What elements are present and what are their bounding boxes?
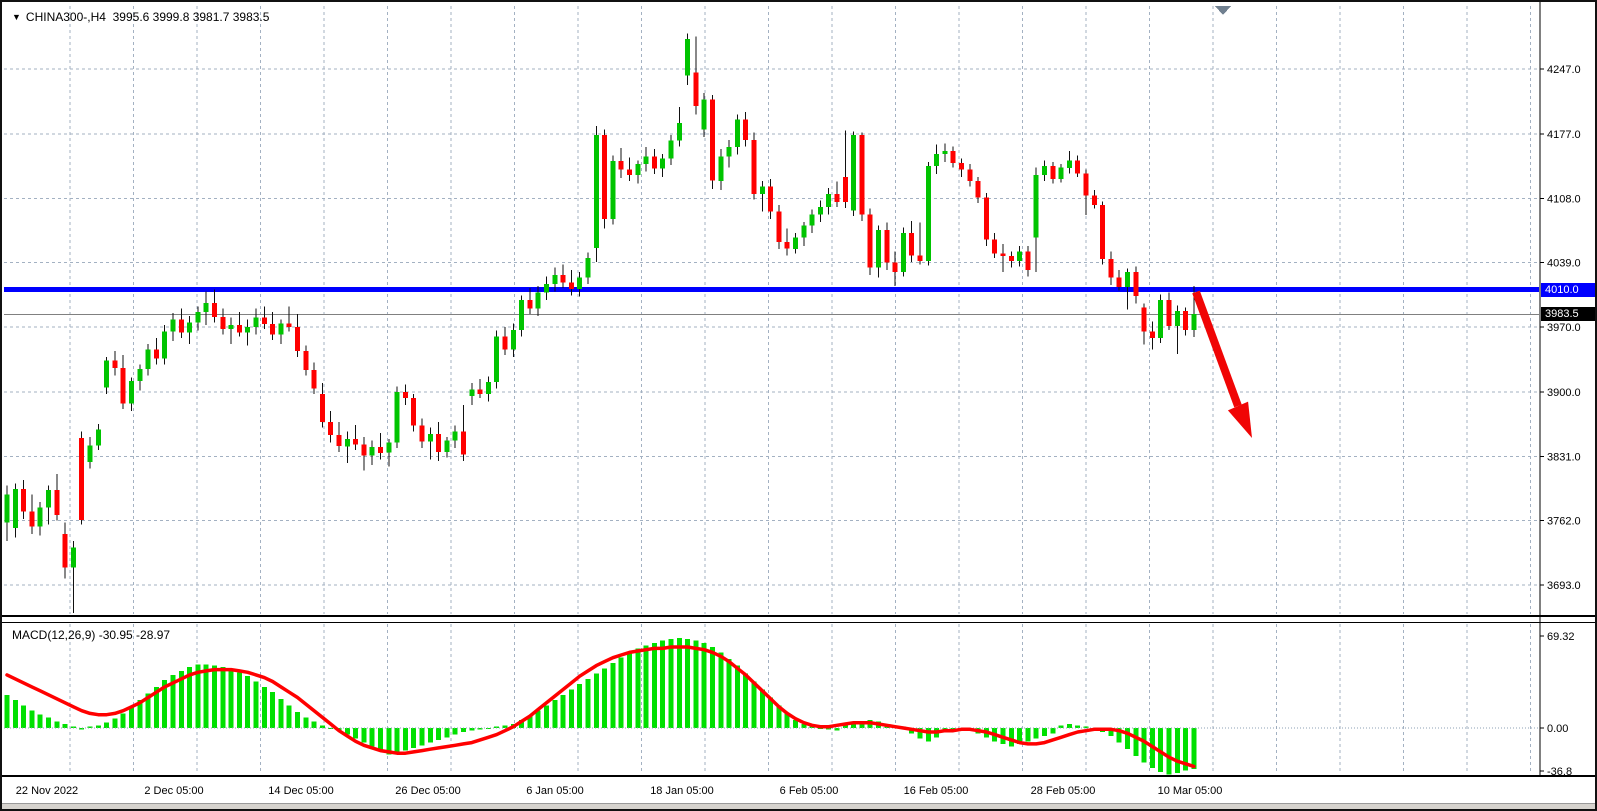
candles — [4, 33, 1197, 613]
macd-panel — [4, 637, 1539, 775]
price-axis-label: 4039.0 — [1547, 258, 1581, 270]
price-axis-label: 4108.0 — [1547, 194, 1581, 206]
time-axis-label: 6 Feb 05:00 — [780, 785, 839, 797]
time-axis-label: 2 Dec 05:00 — [144, 785, 203, 797]
time-axis-label: 10 Mar 05:00 — [1158, 785, 1223, 797]
current-price-badge: 3983.5 — [1541, 307, 1595, 321]
trend-arrow-annotation[interactable] — [1192, 290, 1252, 438]
chart-title: ▼ CHINA300-,H4 3995.6 3999.8 3981.7 3983.… — [12, 10, 269, 24]
chart-shift-triangle-icon[interactable] — [1215, 6, 1231, 15]
level-price-badge: 4010.0 — [1541, 283, 1595, 297]
macd-axis-label: 0.00 — [1547, 723, 1568, 735]
macd-axis-label: 69.32 — [1547, 631, 1575, 643]
price-axis-label: 3831.0 — [1547, 452, 1581, 464]
price-axis-label: 3693.0 — [1547, 580, 1581, 592]
time-axis-label: 14 Dec 05:00 — [268, 785, 333, 797]
price-axis-label: 4177.0 — [1547, 129, 1581, 141]
time-axis-label: 18 Jan 05:00 — [650, 785, 714, 797]
time-axis-label: 6 Jan 05:00 — [526, 785, 584, 797]
time-axis-label: 22 Nov 2022 — [16, 785, 78, 797]
ohlc-values: 3995.6 3999.8 3981.7 3983.5 — [112, 10, 270, 24]
bottom-status-strip — [2, 803, 1595, 809]
macd-indicator-label: MACD(12,26,9) -30.95 -28.97 — [12, 628, 171, 642]
axis-labels: 4247.0 4177.0 4108.0 4039.0 3970.0 3900.0 3831… — [16, 64, 1581, 797]
macd-axis-label: -36.8 — [1547, 766, 1572, 778]
time-axis-label: 28 Feb 05:00 — [1031, 785, 1096, 797]
horizontal-level-line[interactable] — [4, 287, 1539, 315]
panel-borders — [2, 2, 1595, 777]
time-axis-label: 16 Feb 05:00 — [904, 785, 969, 797]
symbol-dropdown-icon[interactable]: ▼ — [12, 12, 21, 22]
symbol-name: CHINA300-,H4 — [25, 10, 106, 24]
price-axis-label: 3970.0 — [1547, 322, 1581, 334]
price-axis-label: 4247.0 — [1547, 64, 1581, 76]
time-axis-label: 26 Dec 05:00 — [395, 785, 460, 797]
price-axis-label: 3762.0 — [1547, 516, 1581, 528]
price-axis-label: 3900.0 — [1547, 387, 1581, 399]
grid-lines — [4, 6, 1539, 774]
